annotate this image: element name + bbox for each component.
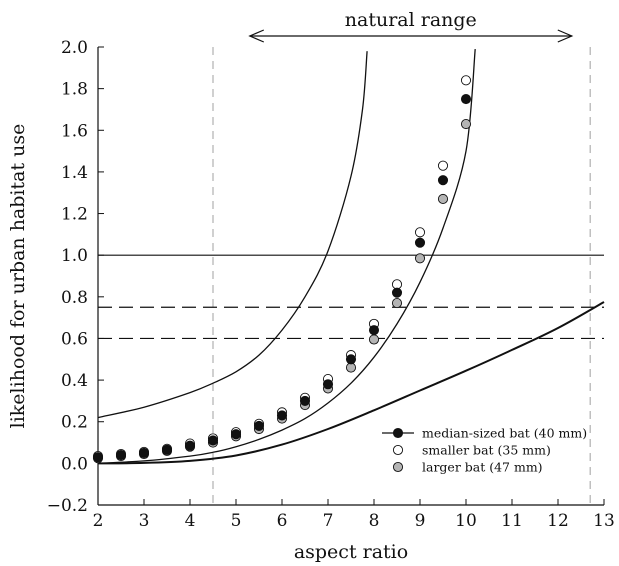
y-tick-label: 1.2 bbox=[61, 205, 88, 225]
y-tick-label: 0.0 bbox=[61, 454, 88, 474]
x-tick-label: 5 bbox=[231, 511, 242, 531]
data-points bbox=[92, 75, 472, 464]
data-point bbox=[345, 362, 357, 373]
legend-marker bbox=[392, 427, 404, 439]
y-tick-label: 1.6 bbox=[61, 121, 88, 141]
data-point bbox=[368, 334, 380, 345]
data-point bbox=[299, 395, 311, 406]
data-point bbox=[391, 298, 403, 309]
data-point bbox=[391, 279, 403, 290]
data-point bbox=[368, 325, 380, 336]
curves bbox=[97, 49, 605, 465]
x-tick-label: 11 bbox=[501, 511, 523, 531]
annotation-natural-range: natural range bbox=[345, 9, 477, 31]
data-point bbox=[437, 193, 449, 205]
model-curve bbox=[97, 301, 605, 465]
reference-lines bbox=[98, 47, 604, 505]
y-tick-label: 0.2 bbox=[61, 413, 88, 433]
x-tick-label: 4 bbox=[185, 511, 196, 531]
y-axis-label: likelihood for urban habitat use bbox=[7, 124, 29, 429]
data-point bbox=[437, 160, 449, 171]
y-tick-label: 2.0 bbox=[61, 38, 88, 58]
annotation-arrowhead-left bbox=[248, 29, 265, 43]
data-point bbox=[391, 287, 403, 298]
data-point bbox=[414, 227, 426, 238]
data-point bbox=[460, 93, 472, 105]
x-tick-label: 8 bbox=[369, 511, 380, 531]
data-point bbox=[460, 75, 472, 86]
data-point bbox=[138, 447, 150, 459]
legend-label: larger bat (47 mm) bbox=[422, 460, 543, 475]
data-point bbox=[184, 440, 196, 451]
legend-label: smaller bat (35 mm) bbox=[422, 443, 551, 458]
data-point bbox=[207, 435, 219, 446]
legend-label: median-sized bat (40 mm) bbox=[422, 426, 587, 441]
data-point bbox=[92, 452, 104, 463]
data-point bbox=[414, 253, 426, 264]
legend: median-sized bat (40 mm) smaller bat (35 … bbox=[382, 426, 587, 475]
legend-marker bbox=[392, 444, 404, 456]
model-curve bbox=[97, 51, 368, 419]
data-point bbox=[414, 237, 426, 248]
x-axis-label: aspect ratio bbox=[294, 541, 408, 563]
data-point bbox=[115, 449, 127, 461]
axes: 2 3 4 5 6 7 8 9 10 11 12 13 −0.2 0.0 0.2 0.4 0.6 0.8 1.0 1.… bbox=[47, 38, 615, 531]
x-tick-label: 3 bbox=[139, 511, 150, 531]
y-tick-label: 1.4 bbox=[61, 163, 88, 183]
y-tick-label: 1.8 bbox=[61, 80, 88, 100]
y-tick-label: −0.2 bbox=[47, 496, 88, 516]
data-point bbox=[460, 118, 472, 130]
data-point bbox=[437, 175, 449, 186]
data-point bbox=[276, 410, 288, 421]
y-tick-label: 0.4 bbox=[61, 371, 88, 391]
data-point bbox=[230, 429, 242, 440]
annotation-arrowhead-right bbox=[557, 29, 574, 43]
x-tick-label: 7 bbox=[323, 511, 334, 531]
x-tick-label: 2 bbox=[93, 511, 104, 531]
y-tick-label: 1.0 bbox=[61, 246, 88, 266]
annotation-group: natural range bbox=[248, 9, 574, 43]
y-tick-label: 0.6 bbox=[61, 329, 88, 349]
model-curve bbox=[97, 49, 476, 465]
x-tick-label: 12 bbox=[547, 511, 569, 531]
data-point bbox=[253, 420, 265, 431]
y-tick-label: 0.8 bbox=[61, 288, 88, 308]
legend-marker bbox=[392, 461, 404, 473]
x-tick-label: 6 bbox=[277, 511, 288, 531]
x-tick-label: 10 bbox=[455, 511, 477, 531]
data-point bbox=[345, 354, 357, 365]
data-point bbox=[322, 379, 334, 390]
x-tick-label: 13 bbox=[593, 511, 615, 531]
x-tick-label: 9 bbox=[415, 511, 426, 531]
data-point bbox=[161, 444, 173, 455]
